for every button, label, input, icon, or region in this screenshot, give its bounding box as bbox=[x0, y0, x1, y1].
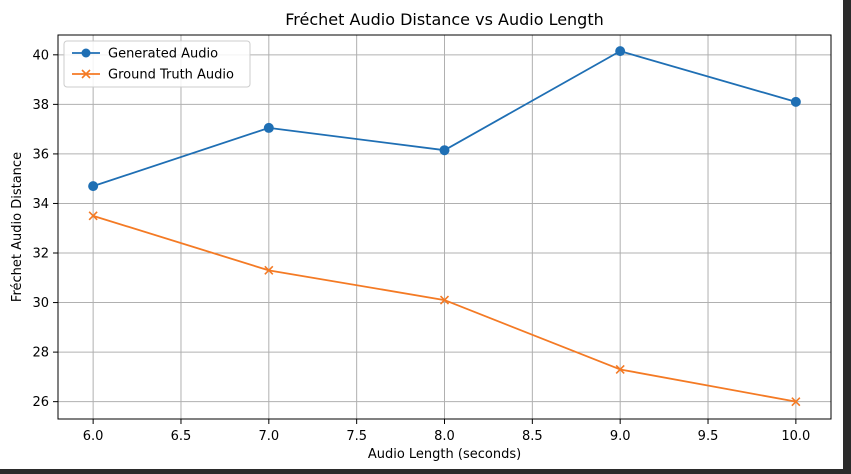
y-tick-label: 38 bbox=[32, 98, 49, 113]
data-point-x bbox=[791, 397, 801, 407]
legend-box bbox=[63, 40, 251, 88]
x-tick-label: 6.5 bbox=[171, 429, 192, 444]
legend-marker-x bbox=[81, 69, 91, 79]
x-axis-label: Audio Length (seconds) bbox=[368, 447, 521, 462]
x-tick-label: 10.0 bbox=[781, 429, 810, 444]
data-point-x bbox=[439, 295, 450, 305]
legend-item: Ground Truth Audio bbox=[72, 68, 234, 83]
x-marker-stroke bbox=[791, 397, 801, 407]
legend-item: Generated Audio bbox=[72, 47, 218, 62]
chart-title: Fréchet Audio Distance vs Audio Length bbox=[285, 10, 604, 29]
x-tick-label: 7.0 bbox=[258, 429, 279, 444]
y-tick-label: 36 bbox=[32, 147, 49, 162]
data-point-x bbox=[88, 211, 98, 221]
data-point-circle bbox=[263, 122, 274, 133]
x-tick-label: 6.0 bbox=[83, 429, 104, 444]
data-point-circle bbox=[439, 145, 450, 156]
legend-label: Generated Audio bbox=[108, 47, 218, 62]
y-tick-label: 30 bbox=[32, 296, 49, 311]
x-marker-stroke bbox=[88, 211, 98, 221]
x-tick-label: 9.0 bbox=[610, 429, 631, 444]
data-point-circle bbox=[88, 181, 99, 192]
axis-ticks: 6.0 6.5 7.0 7.5 8.0 8.5 9.0 9.5 10.0 26 28 30 32 34 36… bbox=[32, 48, 810, 444]
legend: Generated Audio Ground Truth Audio bbox=[63, 40, 251, 88]
grid-lines bbox=[58, 35, 831, 419]
x-marker-stroke bbox=[439, 295, 450, 305]
x-tick-label: 8.0 bbox=[434, 429, 455, 444]
y-axis-label: Fréchet Audio Distance bbox=[10, 152, 25, 302]
y-tick-label: 32 bbox=[32, 247, 49, 262]
y-tick-label: 34 bbox=[32, 197, 49, 212]
series-generated-audio bbox=[88, 46, 801, 192]
x-tick-label: 9.5 bbox=[698, 429, 719, 444]
data-point-x bbox=[264, 265, 274, 275]
legend-label: Ground Truth Audio bbox=[108, 68, 234, 83]
window-border-bottom bbox=[0, 469, 851, 474]
x-tick-label: 8.5 bbox=[522, 429, 543, 444]
data-point-circle bbox=[615, 46, 626, 57]
legend-marker-circle bbox=[81, 48, 91, 58]
window-border-right bbox=[843, 0, 851, 474]
data-point-circle bbox=[790, 96, 801, 107]
series-ground-truth-audio bbox=[88, 211, 801, 407]
x-tick-label: 7.5 bbox=[346, 429, 367, 444]
data-point-x bbox=[615, 364, 625, 375]
y-tick-label: 28 bbox=[32, 346, 49, 361]
y-tick-label: 40 bbox=[32, 48, 49, 63]
x-marker-stroke bbox=[264, 265, 274, 275]
x-marker-stroke bbox=[615, 364, 625, 375]
y-tick-label: 26 bbox=[32, 395, 49, 410]
series-layer bbox=[88, 46, 801, 407]
